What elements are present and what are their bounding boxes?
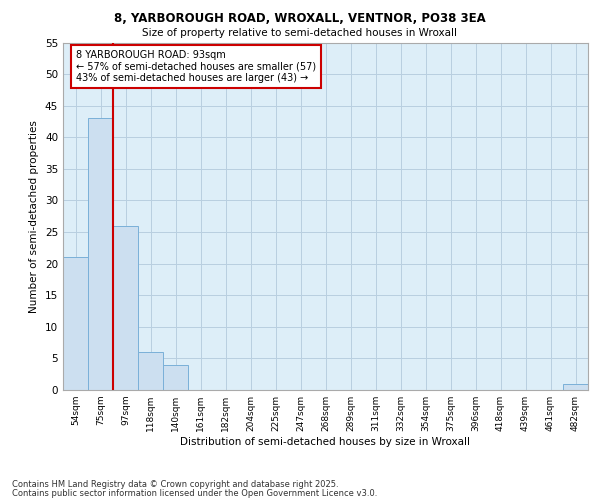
Text: 8 YARBOROUGH ROAD: 93sqm
← 57% of semi-detached houses are smaller (57)
43% of s: 8 YARBOROUGH ROAD: 93sqm ← 57% of semi-d… [76, 50, 316, 84]
Bar [138, 352, 163, 390]
Bar [88, 118, 113, 390]
Bar [163, 364, 188, 390]
Text: 8, YARBOROUGH ROAD, WROXALL, VENTNOR, PO38 3EA: 8, YARBOROUGH ROAD, WROXALL, VENTNOR, PO… [114, 12, 486, 26]
Text: Contains public sector information licensed under the Open Government Licence v3: Contains public sector information licen… [12, 488, 377, 498]
Bar [113, 226, 138, 390]
Bar [63, 258, 88, 390]
Text: Contains HM Land Registry data © Crown copyright and database right 2025.: Contains HM Land Registry data © Crown c… [12, 480, 338, 489]
Bar [563, 384, 588, 390]
X-axis label: Distribution of semi-detached houses by size in Wroxall: Distribution of semi-detached houses by … [181, 437, 470, 447]
Y-axis label: Number of semi-detached properties: Number of semi-detached properties [29, 120, 40, 312]
Text: Size of property relative to semi-detached houses in Wroxall: Size of property relative to semi-detach… [143, 28, 458, 38]
